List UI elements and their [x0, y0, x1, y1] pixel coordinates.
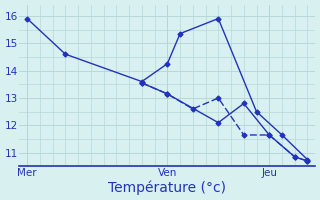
- X-axis label: Température (°c): Température (°c): [108, 181, 226, 195]
